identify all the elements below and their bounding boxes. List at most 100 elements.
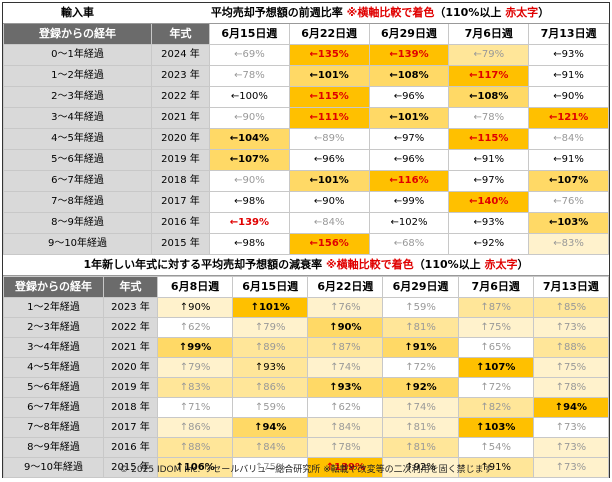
age-label: 1～2年経過: [3, 297, 104, 318]
table-row: 6～7年経過 2018 年 ←90% ←101% ←116% ←97% ←107%: [3, 170, 609, 192]
ratio-cell: ↑54%: [457, 437, 534, 458]
model-year: 2020 年: [151, 128, 210, 150]
model-year: 2016 年: [151, 212, 210, 234]
ratio-cell: ←108%: [448, 86, 530, 108]
ratio-cell: ↑73%: [532, 437, 610, 458]
model-year: 2016 年: [103, 437, 158, 458]
model-year: 2020 年: [103, 357, 158, 378]
ratio-cell: ←84%: [528, 128, 609, 150]
ratio-cell: ↑88%: [156, 437, 234, 458]
ratio-cell: ←93%: [528, 44, 609, 66]
ratio-cell: ↑93%: [232, 357, 309, 378]
ratio-cell: ↑81%: [382, 417, 459, 438]
ratio-cell: ←68%: [368, 233, 450, 255]
age-label: 5～6年経過: [3, 149, 152, 171]
model-year: 2024 年: [151, 44, 210, 66]
ratio-cell: ←91%: [528, 149, 609, 171]
ratio-cell: ↑107%: [457, 357, 534, 378]
ratio-cell: ↑86%: [232, 377, 309, 398]
ratio-cell: ↑62%: [307, 397, 384, 418]
week-header: 7月6日週: [448, 23, 530, 45]
ratio-cell: ↑74%: [382, 397, 459, 418]
ratio-cell: ←107%: [209, 149, 290, 171]
ratio-cell: ↑74%: [307, 357, 384, 378]
ratio-cell: ↑85%: [532, 297, 610, 318]
ratio-cell: ←69%: [209, 44, 290, 66]
ratio-cell: ↑75%: [457, 317, 534, 338]
table-row: 8～9年経過 2016 年 ←139% ←84% ←102% ←93% ←103%: [3, 212, 609, 234]
ratio-cell: ←93%: [448, 212, 530, 234]
ratio-cell: ↑76%: [307, 297, 384, 318]
ratio-cell: ←90%: [288, 191, 370, 213]
ratio-cell: ↑71%: [156, 397, 234, 418]
weekly-ratio-table: 輸入車 平均売却予想額の前週比率 ※横軸比較で着色（110%以上 赤太字） 登録…: [3, 3, 609, 255]
ratio-cell: ↑92%: [382, 457, 459, 478]
week-header: 6月29日週: [368, 23, 450, 45]
age-label: 1～2年経過: [3, 65, 152, 87]
table-row: 7～8年経過 2017 年 ←98% ←90% ←99% ←140% ←76%: [3, 191, 609, 213]
ratio-cell: ←156%: [288, 233, 370, 255]
ratio-cell: ↑89%: [232, 337, 309, 358]
ratio-cell: ←84%: [288, 212, 370, 234]
age-label: 9～10年経過: [3, 457, 104, 478]
ratio-cell: ↑81%: [382, 317, 459, 338]
age-label: 2～3年経過: [3, 317, 104, 338]
model-year: 2015 年: [151, 233, 210, 255]
ratio-cell: ←78%: [209, 65, 290, 87]
ratio-cell: ↑88%: [532, 337, 610, 358]
week-header: 6月22日週: [288, 23, 370, 45]
ratio-cell: ↑84%: [307, 417, 384, 438]
ratio-cell: ↑73%: [532, 317, 610, 338]
age-label: 3～4年経過: [3, 337, 104, 358]
ratio-cell: ↑139%: [307, 457, 384, 478]
age-label: 6～7年経過: [3, 170, 152, 192]
ratio-cell: ←96%: [368, 86, 450, 108]
ratio-cell: ↑94%: [532, 397, 610, 418]
ratio-cell: ←91%: [448, 149, 530, 171]
ratio-cell: ↑82%: [457, 397, 534, 418]
model-year: 2023 年: [103, 297, 158, 318]
table-row: 4～5年経過 2020 年 ←104% ←89% ←97% ←115% ←84%: [3, 128, 609, 150]
week-header: 7月13日週: [528, 23, 609, 45]
ratio-cell: ←90%: [209, 107, 290, 129]
ratio-cell: ←115%: [288, 86, 370, 108]
age-label: 4～5年経過: [3, 357, 104, 378]
decay-rate-table: 登録からの経年 年式 6月8日週 6月15日週 6月22日週 6月29日週 7月6日週 7…: [3, 276, 610, 478]
ratio-cell: ←111%: [288, 107, 370, 129]
ratio-cell: ←103%: [528, 212, 609, 234]
table-row: 3～4年経過 2021 年 ←90% ←111% ←101% ←78% ←121%: [3, 107, 609, 129]
ratio-cell: ↑90%: [307, 317, 384, 338]
model-year: 2018 年: [103, 397, 158, 418]
ratio-cell: ←139%: [209, 212, 290, 234]
table-row: 2～3年経過 2022 年 ↑62% ↑79% ↑90% ↑81% ↑75% ↑73%: [3, 317, 610, 338]
ratio-cell: ↑73%: [532, 417, 610, 438]
age-label: 7～8年経過: [3, 417, 104, 438]
model-year: 2022 年: [103, 317, 158, 338]
table-row: 7～8年経過 2017 年 ↑86% ↑94% ↑84% ↑81% ↑103% ↑73%: [3, 417, 610, 438]
ratio-cell: ↑79%: [232, 317, 309, 338]
ratio-cell: ↑103%: [457, 417, 534, 438]
table-row: 8～9年経過 2016 年 ↑88% ↑84% ↑78% ↑81% ↑54% ↑73%: [3, 437, 610, 458]
week-header: 6月8日週: [156, 276, 234, 298]
ratio-cell: ←96%: [288, 149, 370, 171]
age-label: 2～3年経過: [3, 86, 152, 108]
ratio-cell: ←117%: [448, 65, 530, 87]
age-label: 7～8年経過: [3, 191, 152, 213]
header-age: 登録からの経年: [3, 276, 104, 298]
ratio-cell: ←97%: [368, 128, 450, 150]
ratio-cell: ↑83%: [156, 377, 234, 398]
model-year: 2015 年: [103, 457, 158, 478]
header-year: 年式: [103, 276, 158, 298]
ratio-cell: ↑72%: [457, 377, 534, 398]
ratio-cell: ↑73%: [532, 457, 610, 478]
week-header: 6月15日週: [232, 276, 309, 298]
ratio-cell: ←115%: [448, 128, 530, 150]
table-row: 9～10年経過 2015 年 ←98% ←156% ←68% ←92% ←83%: [3, 233, 609, 255]
ratio-cell: ←101%: [368, 107, 450, 129]
ratio-cell: ←98%: [209, 191, 290, 213]
ratio-cell: ←76%: [528, 191, 609, 213]
week-header: 6月29日週: [382, 276, 459, 298]
ratio-cell: ←99%: [368, 191, 450, 213]
table-row: 1～2年経過 2023 年 ↑90% ↑101% ↑76% ↑59% ↑87% ↑85%: [3, 297, 610, 318]
